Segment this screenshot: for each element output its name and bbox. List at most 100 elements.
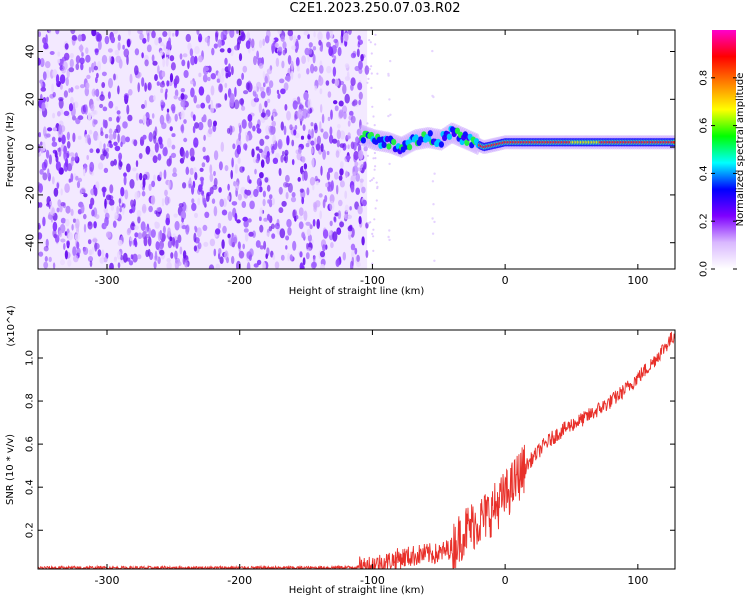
heatmap-noise-cell [302,108,308,119]
heatmap-noise-cell [105,231,112,238]
heatmap-noise-cell [319,210,323,220]
heatmap-noise-cell [248,120,253,129]
heatmap-noise-cell [183,70,189,78]
heatmap-noise-cell [335,259,340,267]
heatmap-signal-cell [464,139,470,146]
heatmap-noise-cell [188,183,192,189]
heatmap-noise-cell [314,85,318,91]
heatmap-noise-cell [69,152,75,157]
heatmap-noise-cell [65,157,69,168]
heatmap-noise-cell [155,241,160,251]
heatmap-faint-cell [387,114,390,118]
heatmap-noise-cell [137,232,143,239]
heatmap-noise-cell [198,33,203,43]
heatmap-noise-cell [198,184,203,193]
heatmap-noise-cell [133,139,138,147]
heatmap-noise-cell [199,167,204,172]
heatmap-noise-cell [96,96,100,102]
heatmap-noise-cell [95,31,101,42]
heatmap-noise-cell [258,39,263,49]
heatmap-noise-cell [127,30,131,36]
heatmap-signal-cell [381,141,387,149]
heatmap-noise-cell [174,250,178,260]
heatmap-noise-cell [159,81,166,88]
heatmap-noise-cell [242,243,245,250]
heatmap-noise-cell [180,88,185,93]
heatmap-noise-cell [369,179,372,183]
heatmap-noise-cell [283,181,289,188]
heatmap-noise-cell [264,177,269,183]
heatmap-noise-cell [203,134,206,141]
heatmap-signal-cell [438,141,444,148]
heatmap-noise-cell [160,88,164,94]
heatmap-noise-cell [38,57,41,66]
heatmap-noise-cell [316,135,321,145]
heatmap-noise-cell [90,111,95,118]
heatmap-noise-cell [180,110,185,119]
heatmap-noise-cell [167,227,171,237]
heatmap-noise-cell [162,31,168,37]
heatmap-noise-cell [112,30,119,35]
heatmap-noise-cell [55,74,60,85]
heatmap-y-axis-label: Frequency (Hz) [5,112,16,188]
heatmap-noise-cell [263,217,268,222]
heatmap-noise-cell [302,124,306,131]
heatmap-noise-cell [102,106,108,112]
heatmap-noise-cell [181,217,185,223]
heatmap-noise-cell [57,59,61,64]
heatmap-noise-cell [67,163,73,172]
heatmap-noise-cell [55,161,62,171]
heatmap-noise-cell [126,54,129,66]
heatmap-noise-cell [83,168,86,177]
heatmap-noise-cell [347,229,352,236]
heatmap-noise-cell [159,114,165,125]
heatmap-noise-cell [310,140,315,146]
heatmap-noise-cell [86,155,89,160]
heatmap-noise-cell [87,112,91,121]
line-y-tick-label: 0.8 [25,393,36,409]
heatmap-noise-cell [189,167,194,175]
heatmap-noise-cell [159,229,163,240]
heatmap-noise-cell [374,165,377,168]
heatmap-noise-cell [74,152,79,162]
heatmap-noise-cell [233,236,237,244]
heatmap-noise-cell [224,93,228,101]
heatmap-noise-cell [66,150,70,159]
heatmap-noise-cell [229,30,235,38]
heatmap-noise-cell [199,176,205,182]
heatmap-noise-cell [68,88,71,93]
heatmap-noise-cell [285,174,290,183]
heatmap-noise-cell [231,157,234,168]
heatmap-noise-cell [191,202,197,212]
heatmap-noise-cell [227,195,231,201]
heatmap-noise-cell [56,207,60,213]
heatmap-noise-cell [219,75,225,83]
heatmap-noise-cell [255,146,260,151]
heatmap-noise-cell [75,55,81,64]
heatmap-noise-cell [190,87,195,98]
heatmap-noise-cell [232,143,236,150]
heatmap-noise-cell [94,48,99,56]
heatmap-noise-cell [272,134,276,145]
heatmap-noise-cell [114,145,121,152]
heatmap-noise-cell [343,111,347,120]
heatmap-noise-cell [291,139,295,147]
heatmap-noise-cell [330,30,333,39]
heatmap-noise-cell [321,113,325,124]
heatmap-noise-cell [142,177,146,188]
heatmap-noise-cell [356,48,360,58]
heatmap-noise-cell [238,53,243,62]
heatmap-noise-cell [144,82,148,92]
heatmap-noise-cell [60,202,66,207]
heatmap-noise-cell [103,207,108,214]
heatmap-noise-cell [104,221,107,228]
heatmap-noise-cell [259,245,264,250]
heatmap-noise-cell [61,134,66,145]
heatmap-noise-cell [221,68,225,77]
heatmap-signal-cell [427,130,433,137]
heatmap-noise-cell [286,110,291,121]
heatmap-noise-cell [192,167,197,174]
heatmap-noise-cell [241,72,245,80]
heatmap-noise-cell [74,85,80,90]
heatmap-noise-cell [151,113,155,119]
